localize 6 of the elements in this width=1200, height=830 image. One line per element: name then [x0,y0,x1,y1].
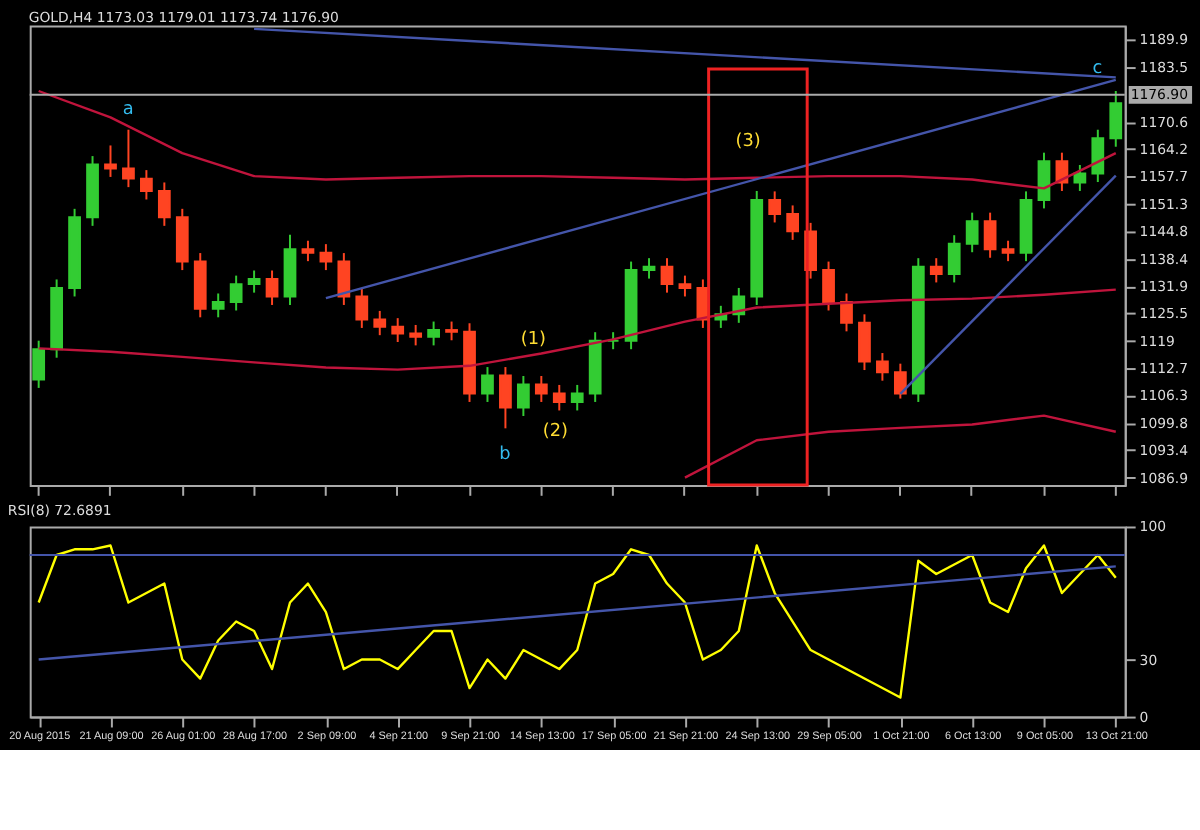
annotation: c [1092,58,1103,79]
annotation: b [499,444,512,465]
annotation: a [122,100,134,121]
annotation: (1) [520,329,547,350]
annotation: (3) [735,132,761,153]
annotation: (2) [542,421,568,442]
